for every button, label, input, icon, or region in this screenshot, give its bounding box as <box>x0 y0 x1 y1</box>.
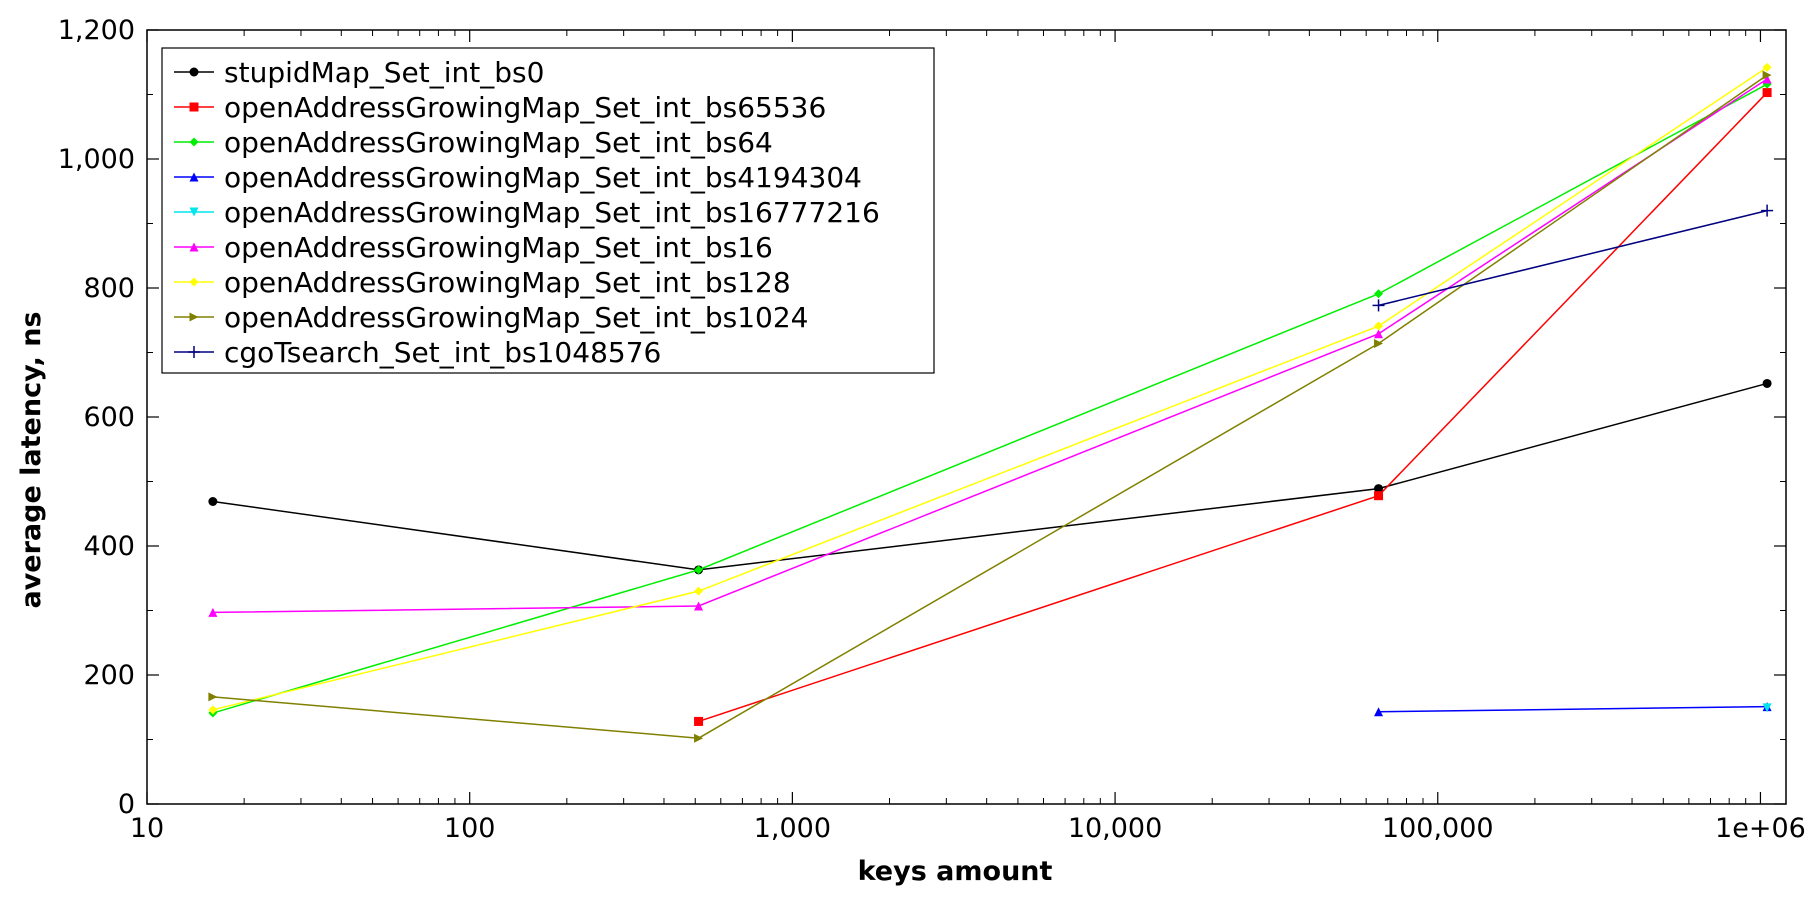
series-openAddressGrowingMap_Set_int_bs16777216 <box>1762 703 1772 713</box>
legend-entry: openAddressGrowingMap_Set_int_bs16777216 <box>174 196 880 229</box>
series-stupidMap_Set_int_bs0 <box>208 378 1772 575</box>
legend-label: openAddressGrowingMap_Set_int_bs16 <box>224 231 773 264</box>
series-line <box>212 83 1768 714</box>
point-marker <box>1762 378 1772 388</box>
legend-label: openAddressGrowingMap_Set_int_bs128 <box>224 266 791 299</box>
legend: stupidMap_Set_int_bs0openAddressGrowingM… <box>161 47 935 374</box>
legend-entry: cgoTsearch_Set_int_bs1048576 <box>174 336 661 369</box>
legend-label: cgoTsearch_Set_int_bs1048576 <box>224 336 661 369</box>
x-tick-label: 100 <box>444 813 496 844</box>
point-marker <box>188 346 200 358</box>
x-tick-label: 1,000 <box>754 813 831 844</box>
point-marker <box>189 242 199 252</box>
legend-label: openAddressGrowingMap_Set_int_bs64 <box>224 126 773 159</box>
series-layer <box>208 62 1774 743</box>
point-marker <box>694 733 704 743</box>
series-line <box>212 66 1768 711</box>
y-tick-label: 800 <box>83 273 135 304</box>
point-marker <box>1374 484 1384 494</box>
point-marker <box>189 277 199 287</box>
y-tick-label: 400 <box>83 531 135 562</box>
point-marker <box>1762 88 1772 98</box>
point-marker <box>1762 703 1772 713</box>
y-tick-label: 200 <box>83 660 135 691</box>
legend-entry: openAddressGrowingMap_Set_int_bs128 <box>174 266 791 299</box>
point-marker <box>1374 289 1384 299</box>
series-openAddressGrowingMap_Set_int_bs65536 <box>694 88 1772 726</box>
legend-box <box>161 47 935 374</box>
point-marker <box>189 312 199 322</box>
x-tick-label: 10,000 <box>1068 813 1162 844</box>
series-openAddressGrowingMap_Set_int_bs1024 <box>208 70 1772 743</box>
point-marker <box>208 692 218 702</box>
point-marker <box>189 102 199 112</box>
series-cgoTsearch_Set_int_bs1048576 <box>1372 204 1774 312</box>
point-marker <box>1374 338 1384 348</box>
point-marker <box>694 565 704 575</box>
point-marker <box>1374 707 1384 717</box>
legend-label: openAddressGrowingMap_Set_int_bs4194304 <box>224 161 862 194</box>
legend-label: openAddressGrowingMap_Set_int_bs16777216 <box>224 196 880 229</box>
point-marker <box>1374 491 1384 501</box>
x-axis-title: keys amount <box>858 856 1053 887</box>
point-marker <box>208 496 218 506</box>
point-marker <box>1374 329 1384 339</box>
legend-label: openAddressGrowingMap_Set_int_bs1024 <box>224 301 809 334</box>
series-line <box>212 78 1768 614</box>
series-openAddressGrowingMap_Set_int_bs16 <box>208 74 1772 617</box>
point-marker <box>1761 204 1774 217</box>
y-tick-label: 1,200 <box>58 15 135 46</box>
y-axis-ticks: 0 200 400 600 800 1,000 1,200 <box>58 15 1786 820</box>
point-marker <box>1372 299 1385 312</box>
point-marker <box>694 601 704 611</box>
point-marker <box>1762 62 1772 72</box>
point-marker <box>189 137 199 147</box>
point-marker <box>208 705 218 715</box>
point-marker <box>208 607 218 617</box>
series-line <box>212 74 1768 739</box>
series-line <box>212 382 1768 571</box>
x-axis-ticks: 10 100 1,000 10,000 100,000 1e+06 <box>130 30 1806 844</box>
legend-entry: openAddressGrowingMap_Set_int_bs64 <box>174 126 773 159</box>
point-marker <box>694 716 704 726</box>
legend-entry: openAddressGrowingMap_Set_int_bs65536 <box>174 91 826 124</box>
series-line <box>1378 209 1768 307</box>
y-tick-label: 600 <box>83 402 135 433</box>
series-openAddressGrowingMap_Set_int_bs128 <box>208 62 1772 715</box>
legend-entry: openAddressGrowingMap_Set_int_bs1024 <box>174 301 809 334</box>
legend-label: stupidMap_Set_int_bs0 <box>224 56 544 89</box>
x-tick-label: 1e+06 <box>1715 813 1806 844</box>
legend-entry: openAddressGrowingMap_Set_int_bs16 <box>174 231 773 264</box>
series-openAddressGrowingMap_Set_int_bs4194304 <box>1374 702 1772 717</box>
y-axis-title: average latency, ns <box>16 311 47 608</box>
point-marker <box>189 67 199 77</box>
legend-label: openAddressGrowingMap_Set_int_bs65536 <box>224 91 826 124</box>
x-tick-label: 100,000 <box>1382 813 1494 844</box>
y-tick-label: 0 <box>118 789 135 820</box>
legend-entry: stupidMap_Set_int_bs0 <box>174 56 544 89</box>
y-tick-label: 1,000 <box>58 144 135 175</box>
point-marker <box>189 172 199 182</box>
point-marker <box>694 586 704 596</box>
point-marker <box>1762 74 1772 84</box>
legend-entry: openAddressGrowingMap_Set_int_bs4194304 <box>174 161 862 194</box>
point-marker <box>1762 70 1772 80</box>
point-marker <box>189 207 199 217</box>
point-marker <box>1374 321 1384 331</box>
x-tick-label: 10 <box>130 813 164 844</box>
series-line <box>1378 705 1768 713</box>
